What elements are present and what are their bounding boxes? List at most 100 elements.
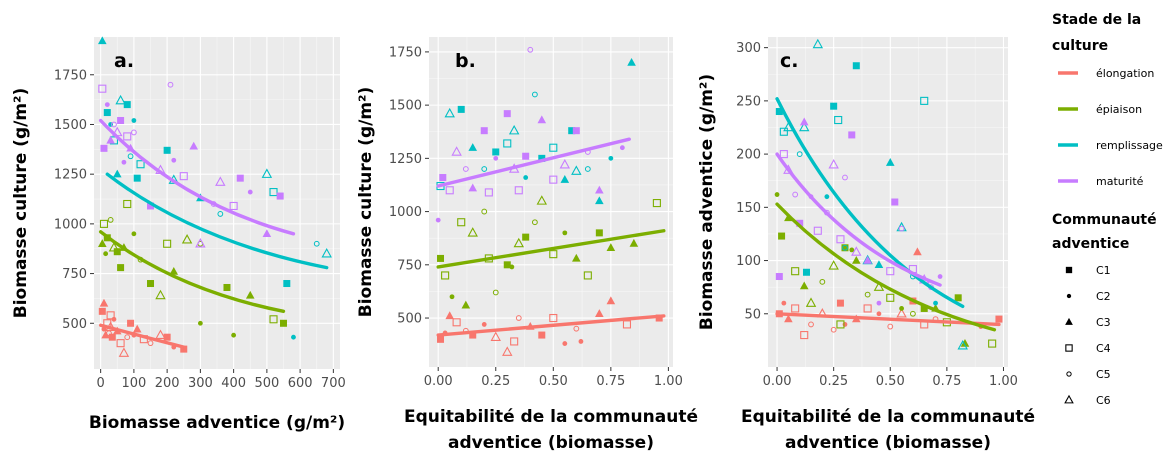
data-point-epiaison (163, 239, 172, 248)
data-point-remplissage (163, 146, 171, 154)
data-point-epiaison (886, 293, 895, 302)
x-tick-label: 1.00 (989, 374, 1018, 389)
data-point-maturite (595, 185, 604, 194)
data-point-elongation (127, 319, 135, 327)
data-point-epiaison (583, 271, 592, 280)
data-point-remplissage (802, 268, 810, 276)
legend-label-c2: C2 (1096, 290, 1111, 303)
data-point-maturite (167, 81, 174, 88)
data-point-remplissage (131, 118, 137, 123)
data-point-elongation (147, 340, 154, 347)
data-point-epiaison (828, 260, 839, 270)
data-point-remplissage (595, 196, 604, 205)
data-point-epiaison (103, 251, 109, 257)
data-point-elongation (118, 347, 130, 357)
legend-label-elongation: élongation (1096, 67, 1154, 80)
data-point-maturite (451, 146, 462, 156)
data-point-elongation (781, 300, 787, 306)
data-point-maturite (572, 127, 580, 135)
data-point-epiaison (231, 332, 237, 338)
data-point-epiaison (849, 247, 855, 253)
x-tick-label: 300 (188, 376, 213, 391)
y-tick-label: 1000 (389, 205, 422, 220)
data-point-remplissage (560, 175, 570, 183)
legend-shape-c2 (1066, 293, 1072, 299)
data-point-elongation (842, 322, 848, 327)
data-point-elongation (163, 333, 171, 341)
data-point-epiaison (98, 239, 107, 247)
data-point-maturite (147, 202, 155, 210)
fit-line-elongation (775, 312, 1001, 327)
data-point-maturite (121, 159, 127, 165)
data-point-elongation (830, 326, 837, 333)
data-point-maturite (189, 141, 199, 150)
data-point-remplissage (492, 148, 500, 156)
data-point-remplissage (933, 300, 938, 306)
data-point-maturite (898, 225, 905, 232)
x-axis-title-line1: Equitabilité de la communauté (404, 407, 698, 427)
data-point-epiaison (449, 294, 455, 300)
data-point-epiaison (99, 219, 109, 228)
legend-shape-c6 (1064, 394, 1074, 404)
data-point-elongation (887, 323, 894, 330)
data-point-elongation (132, 324, 142, 333)
x-axis-title: Biomasse adventice (g/m²) (89, 413, 345, 433)
fit-line-maturite (436, 137, 631, 188)
data-point-maturite (179, 172, 188, 181)
data-point-elongation (655, 314, 663, 322)
y-tick-label: 750 (62, 267, 87, 282)
data-point-elongation (995, 315, 1003, 323)
data-point-maturite (886, 267, 895, 276)
data-point-maturite (111, 121, 117, 128)
data-point-epiaison (481, 208, 488, 215)
data-point-elongation (515, 315, 522, 321)
x-axis-title-line2: adventice (biomasse) (785, 433, 991, 453)
data-point-epiaison (197, 320, 203, 326)
fit-line-maturite (775, 152, 942, 287)
legend-label-remplissage: remplissage (1096, 139, 1163, 152)
data-point-maturite (484, 188, 493, 197)
y-axis-title: Biomasse culture (g/m²) (11, 88, 31, 318)
legend: Stade de la culture élongation épiaison remp… (1052, 12, 1163, 407)
panel-label: c. (780, 50, 798, 72)
data-point-elongation (573, 325, 580, 332)
data-point-maturite (462, 166, 469, 172)
y-tick-label: 1000 (54, 217, 87, 232)
data-point-remplissage (920, 96, 929, 105)
data-point-elongation (808, 321, 814, 328)
data-point-remplissage (571, 165, 582, 175)
data-point-elongation (437, 335, 445, 343)
data-point-epiaison (852, 255, 861, 264)
data-point-epiaison (522, 233, 530, 241)
y-axis-title: Biomasse culture (g/m²) (356, 87, 376, 317)
data-point-epiaison (791, 267, 800, 276)
data-points (435, 46, 663, 356)
data-point-maturite (130, 129, 137, 136)
data-point-remplissage (874, 260, 884, 269)
data-point-maturite (503, 110, 511, 118)
x-tick-label: 0.00 (763, 374, 792, 389)
y-tick-label: 1500 (389, 99, 422, 114)
y-tick-label: 500 (62, 317, 87, 332)
fit-line-epiaison (436, 229, 666, 269)
y-tick-label: 200 (736, 148, 761, 163)
y-tick-label: 300 (736, 41, 761, 56)
data-point-elongation (108, 333, 116, 341)
data-point-epiaison (117, 264, 125, 272)
data-point-epiaison (841, 244, 849, 252)
data-point-elongation (502, 346, 513, 356)
x-tick-label: 0.50 (539, 374, 568, 389)
y-tick-label: 100 (736, 254, 761, 269)
data-point-maturite (262, 229, 272, 238)
data-point-elongation (481, 322, 487, 327)
legend-title-communaute-line1: Communauté (1052, 212, 1157, 228)
x-tick-label: 100 (121, 376, 146, 391)
data-point-elongation (784, 314, 793, 323)
data-point-elongation (578, 339, 584, 344)
data-point-epiaison (836, 320, 845, 329)
data-point-elongation (622, 320, 632, 329)
legend-shape-c3 (1065, 317, 1073, 325)
legend-title-communaute-line2: adventice (1052, 236, 1129, 252)
data-point-epiaison (113, 248, 121, 256)
x-tick-label: 700 (321, 376, 346, 391)
